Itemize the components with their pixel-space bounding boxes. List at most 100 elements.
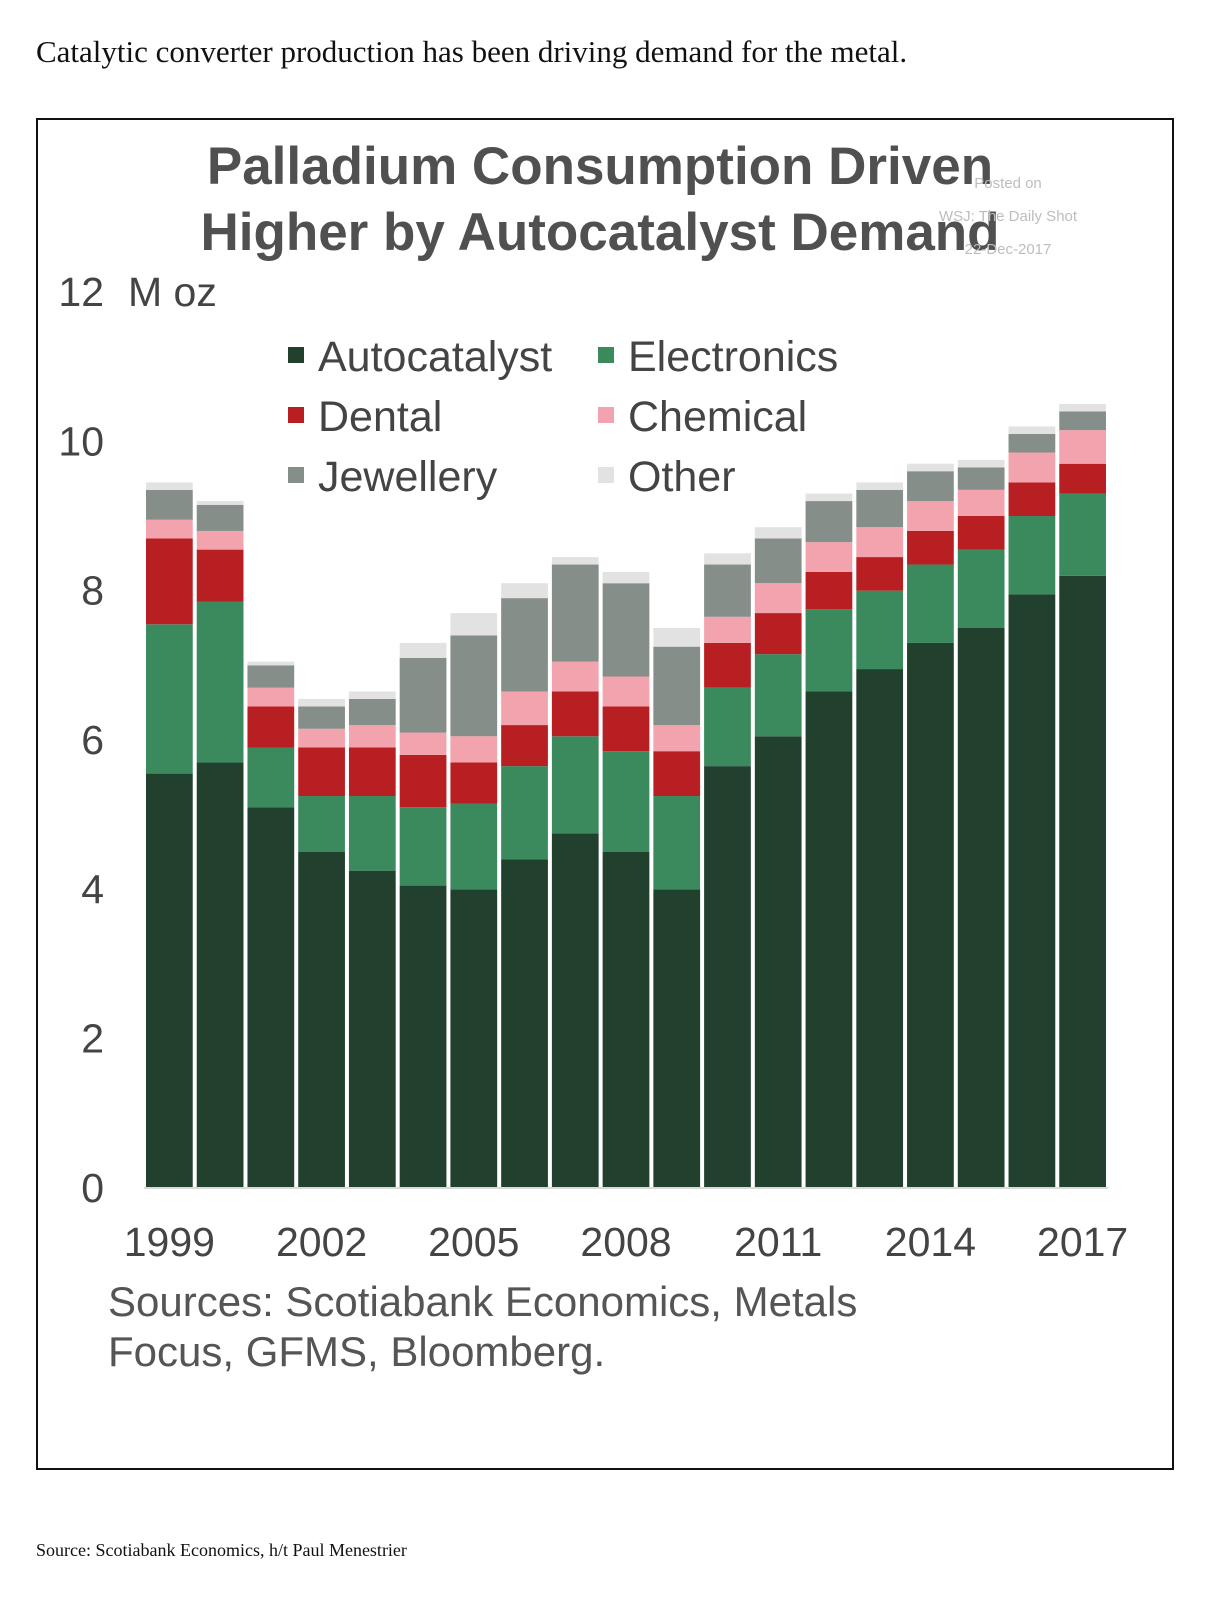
bar-autocatalyst-2009 [653, 889, 701, 1188]
chart-source-line-1: Sources: Scotiabank Economics, Metals [108, 1278, 857, 1325]
bars [146, 404, 1106, 1188]
bar-electronics-2009 [653, 796, 701, 890]
bar-other-2015 [957, 460, 1005, 468]
watermark-line-1: Posted on [974, 175, 1042, 192]
y-axis-unit: M oz [128, 269, 217, 315]
bar-jewellery-2014 [907, 471, 954, 502]
bar-other-2006 [501, 583, 548, 599]
bar-jewellery-2005 [450, 635, 498, 737]
bar-chemical-2014 [907, 501, 954, 531]
bar-chemical-2011 [754, 583, 802, 614]
bar-jewellery-2009 [653, 646, 701, 726]
bar-dental-2015 [957, 516, 1005, 550]
y-tick-2: 2 [81, 1016, 104, 1062]
bar-other-2011 [754, 527, 802, 539]
bar-other-2000 [196, 501, 244, 505]
legend-label-jewellery: Jewellery [318, 453, 498, 501]
bar-other-1999 [146, 482, 193, 490]
watermark-line-2: WSJ: The Daily Shot [939, 208, 1078, 225]
bar-other-2007 [551, 557, 599, 565]
bar-other-2013 [856, 482, 904, 490]
bar-electronics-2008 [602, 751, 650, 852]
legend-swatch-electronics [598, 347, 614, 363]
x-tick-2005: 2005 [428, 1219, 519, 1265]
bar-autocatalyst-2014 [907, 642, 954, 1188]
bar-dental-2007 [551, 691, 599, 737]
bar-chemical-1999 [146, 519, 193, 539]
legend-swatch-autocatalyst [288, 347, 304, 363]
legend-swatch-dental [288, 407, 304, 423]
bar-other-2009 [653, 628, 701, 647]
bar-jewellery-2008 [602, 583, 650, 677]
bar-dental-2001 [247, 706, 295, 748]
bar-dental-2006 [501, 725, 548, 767]
bar-electronics-2004 [399, 807, 447, 886]
bar-jewellery-2000 [196, 504, 244, 531]
bar-autocatalyst-2005 [450, 889, 498, 1188]
bar-electronics-2010 [704, 687, 751, 767]
bar-stack-2005 [450, 613, 498, 1188]
bar-other-2017 [1059, 404, 1106, 412]
legend-label-electronics: Electronics [628, 333, 838, 381]
chart-frame: Palladium Consumption Driven Higher by Au… [36, 118, 1174, 1470]
bar-other-2012 [805, 493, 853, 502]
bar-autocatalyst-2000 [196, 762, 244, 1188]
bar-jewellery-2007 [551, 564, 599, 662]
bar-autocatalyst-2010 [704, 766, 751, 1188]
legend-label-chemical: Chemical [628, 393, 807, 441]
bar-stack-2015 [957, 460, 1005, 1188]
y-tick-8: 8 [81, 568, 104, 614]
bar-stack-2016 [1008, 426, 1056, 1188]
x-tick-2011: 2011 [734, 1219, 822, 1265]
chart-title: Palladium Consumption Driven Higher by Au… [200, 137, 999, 262]
bar-autocatalyst-2001 [247, 807, 295, 1188]
bar-stack-2004 [399, 642, 447, 1188]
bar-autocatalyst-2016 [1008, 594, 1056, 1188]
bar-chemical-2006 [501, 691, 548, 726]
chart-title-line-1: Palladium Consumption Driven [207, 137, 993, 196]
bar-electronics-2013 [856, 590, 904, 670]
bar-autocatalyst-2017 [1059, 575, 1106, 1188]
bar-electronics-2003 [348, 796, 396, 871]
bar-dental-2008 [602, 706, 650, 752]
bar-autocatalyst-2008 [602, 852, 650, 1188]
y-tick-6: 6 [81, 717, 104, 763]
y-tick-12: 12 [58, 269, 104, 315]
bar-other-2003 [348, 691, 396, 699]
chart-svg: Palladium Consumption Driven Higher by Au… [58, 137, 1128, 1375]
bar-dental-2004 [399, 754, 447, 808]
bar-other-2004 [399, 642, 447, 658]
chart-source: Sources: Scotiabank Economics, MetalsFoc… [108, 1278, 857, 1375]
bar-electronics-2016 [1008, 516, 1056, 595]
bar-chemical-2000 [196, 530, 244, 550]
watermark: Posted on WSJ: The Daily Shot 22-Dec-2017 [939, 175, 1078, 258]
legend-item-chemical: Chemical [598, 393, 807, 441]
bar-autocatalyst-2012 [805, 691, 853, 1188]
legend-swatch-other [598, 467, 614, 483]
bar-chemical-2017 [1059, 430, 1106, 464]
bar-jewellery-2013 [856, 489, 904, 528]
bar-autocatalyst-2013 [856, 669, 904, 1188]
y-tick-4: 4 [81, 866, 104, 912]
y-axis: 0 2 4 6 8 10 12 M oz [58, 269, 216, 1211]
bar-stack-2011 [754, 527, 802, 1188]
legend-item-autocatalyst: Autocatalyst [288, 333, 552, 381]
bar-dental-2011 [754, 613, 802, 655]
bar-jewellery-2012 [805, 501, 853, 543]
bar-stack-2000 [196, 501, 244, 1188]
bar-chemical-2002 [298, 728, 345, 748]
bar-stack-2013 [856, 482, 904, 1188]
bar-other-2002 [298, 698, 345, 707]
bar-other-2014 [907, 463, 954, 472]
legend-item-dental: Dental [288, 393, 442, 441]
bar-dental-2002 [298, 747, 345, 796]
bar-stack-2014 [907, 463, 954, 1188]
bar-jewellery-2015 [957, 467, 1005, 490]
bar-dental-2009 [653, 751, 701, 796]
bar-jewellery-1999 [146, 489, 193, 520]
bar-other-2008 [602, 572, 650, 584]
y-tick-10: 10 [58, 418, 104, 464]
bar-stack-2003 [348, 691, 396, 1188]
legend-label-other: Other [628, 453, 736, 501]
bar-stack-2007 [551, 557, 599, 1188]
